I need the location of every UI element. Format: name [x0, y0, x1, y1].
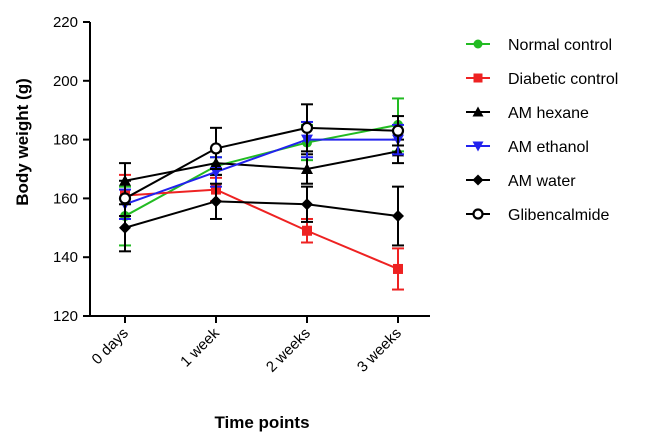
- plot-area: [118, 97, 405, 291]
- data-point: [209, 142, 223, 155]
- y-tick-label: 160: [53, 190, 78, 207]
- legend-marker: [473, 73, 483, 83]
- data-point: [392, 210, 404, 223]
- legend-label: AM hexane: [508, 105, 589, 122]
- series-line: [124, 200, 399, 229]
- series-normal-control: [119, 97, 404, 247]
- x-tick-label: 0 days: [89, 325, 132, 368]
- legend-item: AM hexane: [466, 105, 589, 122]
- y-tick-label: 140: [53, 249, 78, 266]
- legend-marker: [472, 174, 484, 186]
- legend-label: AM ethanol: [508, 139, 589, 156]
- legend-marker: [473, 39, 483, 49]
- y-axis-title: Body weight (g): [13, 78, 32, 205]
- data-point: [301, 198, 313, 211]
- data-point: [391, 124, 405, 137]
- legend-label: AM water: [508, 173, 576, 190]
- data-point: [302, 225, 312, 236]
- x-tick-label: 2 weeks: [263, 325, 314, 376]
- legend-label: Diabetic control: [508, 71, 618, 88]
- legend-item: Diabetic control: [466, 71, 618, 88]
- data-point: [210, 195, 222, 208]
- series-line: [124, 150, 399, 182]
- legend-item: Glibencalmide: [466, 207, 609, 224]
- y-tick-label: 200: [53, 73, 78, 90]
- x-axis-title: Time points: [214, 413, 309, 432]
- series-glibencalmide: [118, 103, 405, 218]
- axes: 120 140 160 180 200 220 0 days 1 week 2 weeks 3 w…: [53, 14, 430, 376]
- x-tick-label: 3 weeks: [354, 325, 405, 376]
- legend-marker: [472, 141, 484, 152]
- series-am-ethanol: [119, 120, 404, 220]
- series-line: [124, 188, 399, 270]
- series-line: [124, 123, 399, 217]
- legend-label: Normal control: [508, 37, 612, 54]
- legend-item: AM water: [466, 173, 576, 190]
- y-tick-label: 120: [53, 308, 78, 325]
- y-tick-label: 220: [53, 14, 78, 31]
- data-point: [393, 263, 403, 274]
- legend-marker: [472, 208, 484, 220]
- x-tick-label: 1 week: [177, 324, 223, 370]
- data-point: [119, 221, 131, 234]
- series-line: [124, 126, 399, 200]
- series-line: [124, 138, 398, 206]
- legend-item: Normal control: [466, 37, 612, 54]
- data-point: [301, 163, 313, 174]
- legend-item: AM ethanol: [466, 139, 589, 156]
- series-am-hexane: [119, 138, 404, 200]
- legend-marker: [472, 106, 484, 117]
- y-tick-label: 180: [53, 132, 78, 149]
- series-am-water: [119, 182, 404, 253]
- data-point: [300, 121, 314, 134]
- legend: Normal control Diabetic control AM hexane A…: [466, 37, 618, 224]
- legend-label: Glibencalmide: [508, 207, 609, 224]
- data-point: [118, 192, 132, 205]
